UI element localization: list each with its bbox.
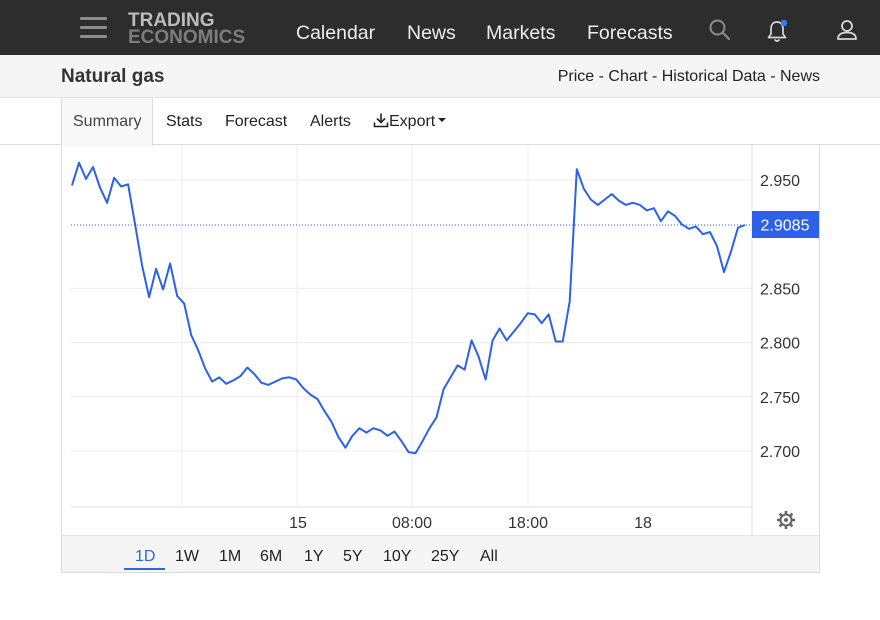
range-6m[interactable]: 6M — [260, 548, 283, 565]
crumb-separator: - — [647, 68, 662, 85]
search-icon[interactable] — [708, 18, 732, 42]
x-tick-label: 15 — [289, 515, 307, 532]
logo[interactable]: TRADING ECONOMICS — [128, 10, 246, 48]
x-tick-label: 08:00 — [392, 515, 432, 532]
crumb-chart-link[interactable]: Chart — [608, 68, 648, 85]
crumb-news-link[interactable]: News — [779, 68, 820, 85]
breadcrumb: Price - Chart - Historical Data - News — [558, 68, 820, 86]
tab-forecast[interactable]: Forecast — [225, 113, 288, 130]
y-tick-label: 2.750 — [760, 390, 800, 407]
download-icon — [373, 113, 389, 128]
logo-line2: ECONOMICS — [128, 27, 246, 48]
range-1w[interactable]: 1W — [175, 548, 199, 565]
page-header: Natural gas Price - Chart - Historical D… — [0, 55, 880, 98]
nav-markets-link[interactable]: Markets — [486, 22, 556, 44]
notification-dot — [780, 19, 788, 27]
range-1y[interactable]: 1Y — [304, 548, 324, 565]
caret-down-icon — [438, 118, 447, 122]
tab-bar: Summary Stats Forecast Alerts Export — [0, 98, 880, 146]
crumb-historical-data-link[interactable]: Historical Data — [661, 68, 766, 85]
y-tick-label: 2.950 — [760, 173, 800, 190]
tab-export[interactable]: Export — [373, 98, 447, 145]
tab-summary[interactable]: Summary — [61, 98, 154, 146]
user-icon[interactable] — [836, 18, 858, 42]
crumb-price-link[interactable]: Price — [557, 68, 595, 85]
range-25y[interactable]: 25Y — [431, 548, 460, 565]
crumb-separator: - — [594, 68, 609, 85]
range-1m[interactable]: 1M — [219, 548, 242, 565]
last-price-badge: 2.9085 — [752, 210, 819, 238]
range-1d[interactable]: 1D — [135, 548, 156, 565]
page-title: Natural gas — [61, 66, 165, 87]
export-label: Export — [389, 113, 436, 130]
crumb-separator: - — [765, 68, 780, 85]
y-tick-label: 2.800 — [760, 336, 800, 353]
menu-icon[interactable] — [80, 17, 107, 39]
nav-news-link[interactable]: News — [407, 22, 456, 44]
price-chart[interactable]: 2.950 2.850 2.800 2.750 2.700 15 08:00 18:00 18… — [62, 145, 821, 573]
bell-icon[interactable] — [765, 18, 789, 44]
y-tick-label: 2.700 — [760, 444, 800, 461]
x-tick-label: 18:00 — [508, 515, 548, 532]
nav-calendar-link[interactable]: Calendar — [296, 22, 376, 44]
y-axis: 2.950 2.850 2.800 2.750 2.700 — [760, 173, 800, 461]
last-price-label: 2.9085 — [761, 217, 810, 234]
tab-stats[interactable]: Stats — [166, 113, 203, 130]
top-navbar: TRADING ECONOMICS Calendar News Markets … — [0, 0, 880, 55]
x-axis: 15 08:00 18:00 18 — [289, 515, 652, 532]
chart-grid — [71, 145, 753, 535]
logo-line1: TRADING — [128, 10, 215, 31]
range-all[interactable]: All — [480, 548, 498, 565]
y-tick-label: 2.850 — [760, 281, 800, 298]
range-selector: 1D 1W 1M 6M 1Y 5Y 10Y 25Y All — [61, 535, 820, 573]
x-tick-label: 18 — [634, 515, 652, 532]
nav-forecasts-link[interactable]: Forecasts — [587, 22, 673, 44]
range-10y[interactable]: 10Y — [383, 548, 412, 565]
active-range-indicator — [124, 568, 165, 570]
series-line[interactable] — [71, 161, 746, 455]
range-5y[interactable]: 5Y — [343, 548, 363, 565]
settings-icon[interactable] — [777, 511, 795, 529]
tab-alerts[interactable]: Alerts — [310, 113, 351, 130]
chart-container[interactable]: 2.950 2.850 2.800 2.750 2.700 15 08:00 18:00 18… — [61, 145, 820, 573]
